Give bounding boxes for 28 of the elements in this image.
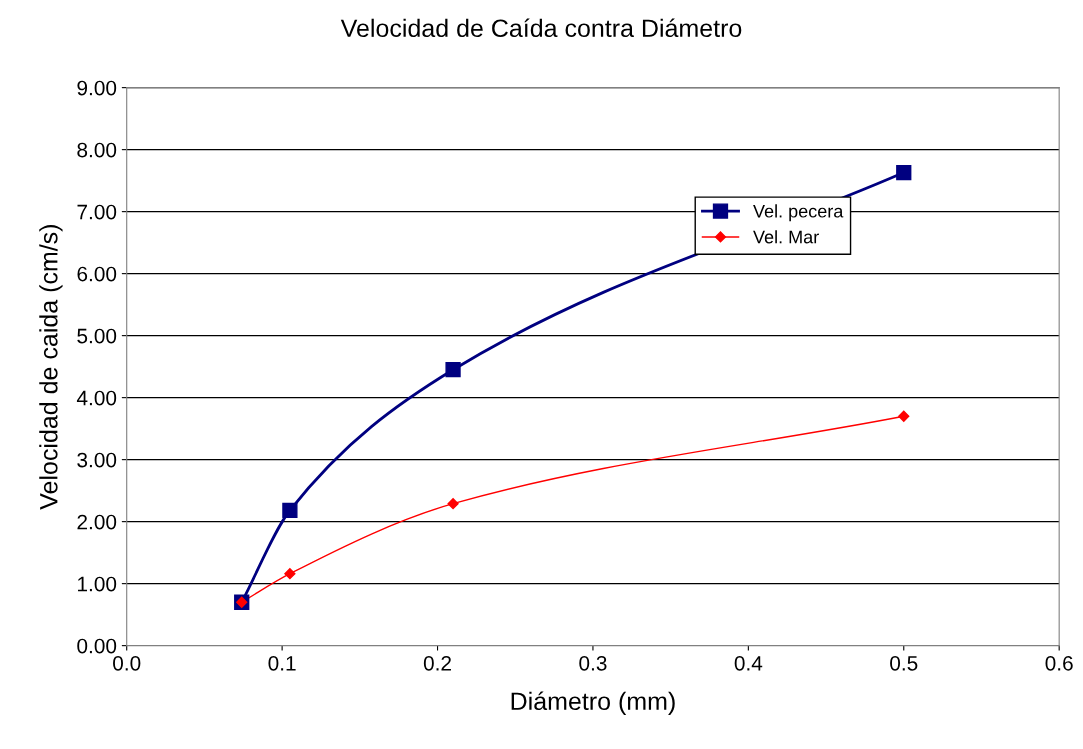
y-tick-label: 0.00 — [77, 638, 117, 654]
y-tick-label: 5.00 — [77, 328, 117, 344]
y-tick-label: 9.00 — [77, 80, 117, 96]
x-axis-title: Diámetro (mm) — [511, 691, 675, 716]
point — [447, 498, 459, 510]
y-tick-label: 7.00 — [77, 204, 117, 220]
point — [284, 568, 296, 580]
x-tick-label: 0.2 — [423, 655, 451, 671]
x-tick-label: 0.6 — [1045, 655, 1073, 671]
y-tick-label: 6.00 — [77, 266, 117, 282]
y-tick-label: 2.00 — [77, 514, 117, 530]
x-tick-label: 0.5 — [890, 655, 918, 671]
x-tick-label: 0.3 — [579, 655, 607, 671]
point — [898, 410, 910, 422]
legend-label: Vel. pecera — [753, 204, 844, 222]
x-tick-label: 0.4 — [734, 655, 763, 671]
chart-title: Velocidad de Caída contra Diámetro — [340, 18, 742, 38]
legend-label: Vel. Mar — [753, 230, 819, 244]
point — [896, 164, 912, 181]
x-tick-label: 0.0 — [113, 655, 141, 671]
y-tick-label: 1.00 — [78, 576, 117, 592]
y-tick-label: 4.00 — [76, 390, 117, 406]
y-tick-label: 3.00 — [77, 452, 117, 468]
x-tick-label: 0.1 — [268, 655, 296, 671]
y-axis-title: Velocidad de caida (cm/s) — [39, 225, 63, 510]
point — [445, 362, 461, 378]
point — [282, 502, 298, 519]
y-tick-label: 8.00 — [77, 142, 117, 158]
